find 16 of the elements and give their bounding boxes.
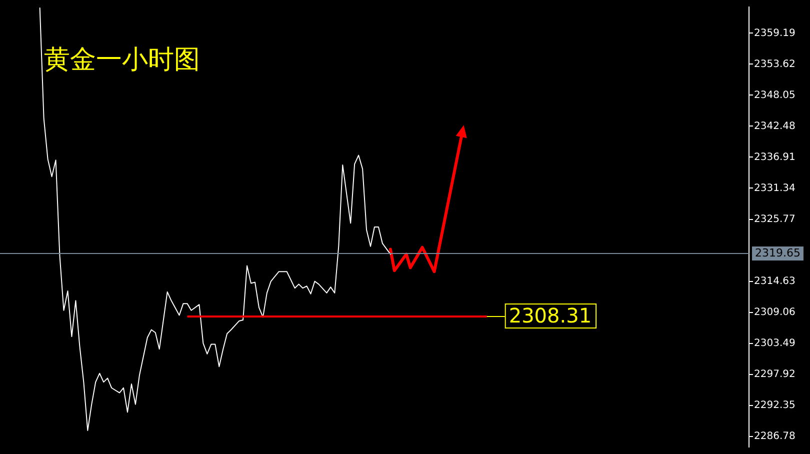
y-tick-label: 2303.49 — [754, 338, 796, 349]
y-tick-label: 2348.05 — [754, 90, 796, 101]
y-tick-label: 2331.34 — [754, 182, 796, 194]
y-tick-label: 2286.78 — [754, 430, 796, 442]
text: 黄金一小时图 — [44, 44, 200, 77]
y-tick-label: 2359.19 — [754, 28, 796, 39]
y-tick-label: 2342.48 — [754, 120, 796, 132]
y-tick-label: 2336.91 — [754, 152, 796, 163]
y-tick-label: 2353.62 — [754, 58, 796, 70]
ref-line-label: 2319.65 — [755, 246, 800, 260]
y-tick-label: 2292.35 — [754, 400, 796, 411]
y-tick-label: 2325.77 — [754, 214, 796, 225]
y-tick-label: 2314.63 — [754, 276, 796, 287]
y-tick-label: 2297.92 — [754, 368, 796, 380]
y-tick-label: 2309.06 — [754, 306, 796, 318]
ref-line-label: 2308.31 — [508, 304, 592, 328]
